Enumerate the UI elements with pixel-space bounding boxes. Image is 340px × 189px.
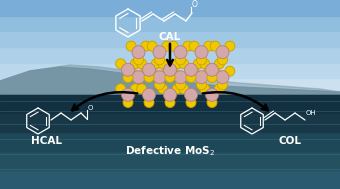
Bar bbox=[0, 94, 340, 113]
Circle shape bbox=[210, 66, 220, 76]
Circle shape bbox=[121, 88, 135, 101]
Circle shape bbox=[207, 98, 217, 108]
Circle shape bbox=[162, 41, 172, 51]
Circle shape bbox=[214, 59, 224, 69]
Bar bbox=[0, 47, 340, 63]
Circle shape bbox=[141, 41, 151, 51]
Circle shape bbox=[218, 55, 227, 65]
Circle shape bbox=[165, 73, 175, 83]
Circle shape bbox=[116, 84, 126, 94]
Circle shape bbox=[200, 59, 210, 69]
Circle shape bbox=[142, 88, 155, 101]
Circle shape bbox=[218, 80, 227, 90]
Circle shape bbox=[130, 59, 140, 69]
Circle shape bbox=[205, 63, 219, 76]
Circle shape bbox=[172, 59, 182, 69]
Circle shape bbox=[197, 80, 206, 90]
Circle shape bbox=[130, 84, 140, 94]
Circle shape bbox=[154, 80, 165, 90]
Text: OH: OH bbox=[306, 110, 317, 116]
Circle shape bbox=[154, 55, 165, 65]
Circle shape bbox=[189, 41, 199, 51]
Circle shape bbox=[205, 88, 219, 101]
Circle shape bbox=[158, 84, 168, 94]
Circle shape bbox=[153, 71, 166, 84]
Circle shape bbox=[151, 59, 162, 69]
Bar bbox=[0, 132, 340, 151]
Bar bbox=[0, 170, 340, 189]
Circle shape bbox=[185, 88, 198, 101]
Bar bbox=[0, 16, 340, 31]
Circle shape bbox=[121, 63, 135, 76]
Polygon shape bbox=[0, 65, 340, 94]
Circle shape bbox=[204, 66, 214, 76]
Circle shape bbox=[175, 80, 186, 90]
Circle shape bbox=[168, 41, 178, 51]
Bar bbox=[0, 31, 340, 47]
Circle shape bbox=[195, 46, 208, 59]
Circle shape bbox=[141, 66, 151, 76]
Circle shape bbox=[216, 71, 229, 84]
Text: COL: COL bbox=[278, 136, 302, 146]
Circle shape bbox=[144, 98, 154, 108]
Circle shape bbox=[137, 84, 147, 94]
Circle shape bbox=[175, 55, 186, 65]
Circle shape bbox=[204, 41, 214, 51]
Bar bbox=[0, 0, 340, 16]
Circle shape bbox=[183, 41, 193, 51]
Bar bbox=[0, 113, 340, 132]
Circle shape bbox=[225, 66, 235, 76]
Circle shape bbox=[172, 84, 182, 94]
Text: CAL: CAL bbox=[159, 32, 181, 42]
Circle shape bbox=[132, 46, 145, 59]
Circle shape bbox=[123, 73, 133, 83]
Circle shape bbox=[216, 46, 229, 59]
Circle shape bbox=[197, 55, 206, 65]
Text: O: O bbox=[88, 105, 94, 111]
Circle shape bbox=[126, 41, 136, 51]
Circle shape bbox=[174, 46, 187, 59]
Circle shape bbox=[200, 84, 210, 94]
Circle shape bbox=[178, 59, 189, 69]
Circle shape bbox=[144, 73, 154, 83]
Circle shape bbox=[174, 71, 187, 84]
Text: HCAL: HCAL bbox=[32, 136, 63, 146]
Circle shape bbox=[178, 84, 189, 94]
Circle shape bbox=[214, 84, 224, 94]
Bar bbox=[0, 151, 340, 170]
Circle shape bbox=[142, 63, 155, 76]
Circle shape bbox=[162, 66, 172, 76]
Circle shape bbox=[210, 41, 220, 51]
Circle shape bbox=[207, 73, 217, 83]
Circle shape bbox=[153, 46, 166, 59]
Circle shape bbox=[164, 63, 176, 76]
Circle shape bbox=[185, 63, 198, 76]
Polygon shape bbox=[0, 67, 340, 94]
Circle shape bbox=[132, 71, 145, 84]
Circle shape bbox=[186, 73, 196, 83]
Circle shape bbox=[147, 66, 157, 76]
Circle shape bbox=[126, 66, 136, 76]
Circle shape bbox=[164, 88, 176, 101]
Bar bbox=[0, 78, 340, 94]
Circle shape bbox=[168, 66, 178, 76]
Text: O: O bbox=[192, 0, 198, 9]
Circle shape bbox=[147, 41, 157, 51]
Circle shape bbox=[134, 55, 143, 65]
Text: Defective MoS$_2$: Defective MoS$_2$ bbox=[125, 144, 215, 158]
Bar bbox=[0, 63, 340, 78]
Circle shape bbox=[123, 98, 133, 108]
Circle shape bbox=[225, 41, 235, 51]
Circle shape bbox=[137, 59, 147, 69]
Circle shape bbox=[193, 59, 203, 69]
Circle shape bbox=[186, 98, 196, 108]
Circle shape bbox=[195, 71, 208, 84]
Circle shape bbox=[189, 66, 199, 76]
Circle shape bbox=[116, 59, 126, 69]
Circle shape bbox=[158, 59, 168, 69]
Circle shape bbox=[165, 98, 175, 108]
